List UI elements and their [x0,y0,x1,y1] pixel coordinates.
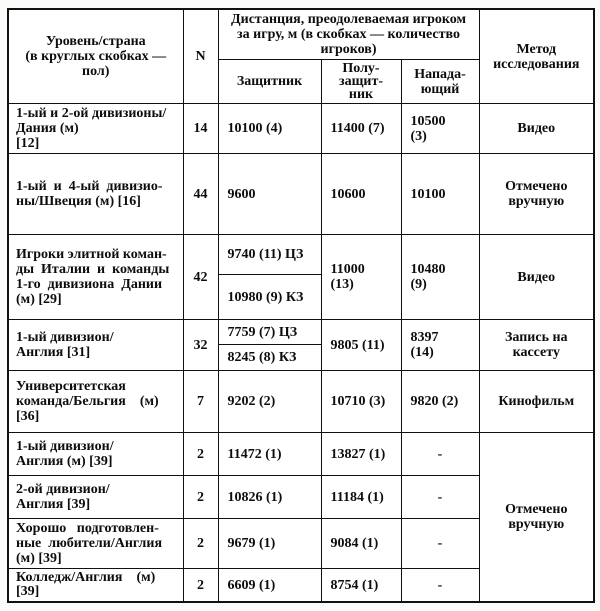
midfielder-cell: 10710 (3) [320,370,402,433]
n-cell: 14 [182,103,219,154]
method-cell: Отмечено вручную [478,432,595,603]
level-cell: 1-ый и 2-ой дивизионы/ Дания (м) [12] [7,103,184,154]
forward-cell: - [400,568,480,603]
n-cell: 7 [182,370,219,433]
midfielder-cell: 11400 (7) [320,103,402,154]
midfielder-cell: 9805 (11) [320,319,402,371]
level-cell: 2-ой дивизион/ Англия [39] [7,475,184,519]
level-cell: Хорошо подготовлен- ные любители/Англия … [7,518,184,569]
defender-cell: 10100 (4) [217,103,322,154]
defender-cz-cell: 7759 (7) ЦЗ [217,319,322,345]
forward-cell: 10500 (3) [400,103,480,154]
forward-cell: 10100 [400,153,480,235]
method-cell: Кинофильм [478,370,595,433]
header-forward-cell: Напада- ющий [400,59,480,104]
table-row: 1-ый и 2-ой дивизионы/ Дания (м) [12] 14… [7,103,595,154]
table-row: 1-ый и 4-ый дивизио- ны/Швеция (м) [16] … [7,153,595,235]
header-n-cell: N [182,8,219,104]
table-row: 1-ый дивизион/ Англия (м) [39] 2 11472 (… [7,432,595,603]
n-cell: 42 [182,234,219,320]
table-row: Игроки элитной коман- ды Италии и команд… [7,234,595,320]
midfielder-cell: 11000 (13) [320,234,402,320]
table-row: Хорошо подготовлен- ные любители/Англия … [7,518,594,569]
level-cell: Университетская команда/Бельгия (м) [36] [7,370,184,433]
level-cell: 1-ый дивизион/ Англия [31] [7,319,184,371]
n-cell: 2 [182,432,219,476]
table-row: 2-ой дивизион/ Англия [39] 2 10826 (1) 1… [7,475,594,519]
header-midfielder-cell: Полу- защит- ник [320,59,402,104]
n-cell: 44 [182,153,219,235]
defender-kz-cell: 8245 (8) КЗ [217,344,322,371]
method-cell: Видео [478,234,595,320]
table-row: 10980 (9) КЗ [8,274,594,320]
table-row: 8245 (8) КЗ [8,344,594,371]
n-cell: 2 [182,568,219,603]
forward-cell: 8397 (14) [400,319,480,371]
table-row: 1-ый дивизион/ Англия [31] 32 7759 (7) Ц… [7,319,595,371]
header-row-top: Уровень/страна (в круглых скобках — пол)… [7,8,595,104]
midfielder-cell: 9084 (1) [320,518,402,569]
defender-cell: 9202 (2) [217,370,322,433]
defender-cell: 10826 (1) [217,475,322,519]
defender-cz-cell: 9740 (11) ЦЗ [217,234,322,275]
midfielder-cell: 10600 [320,153,402,235]
header-level-cell: Уровень/страна (в круглых скобках — пол) [7,8,184,104]
forward-cell: - [400,432,480,476]
forward-cell: 9820 (2) [400,370,480,433]
forward-cell: - [400,518,480,569]
defender-cell: 6609 (1) [217,568,322,603]
level-cell: 1-ый и 4-ый дивизио- ны/Швеция (м) [16] [7,153,184,235]
method-cell: Отмечено вручную [478,153,595,235]
n-cell: 32 [182,319,219,371]
table-row: Университетская команда/Бельгия (м) [36]… [7,370,595,433]
n-cell: 2 [182,475,219,519]
midfielder-cell: 8754 (1) [320,568,402,603]
defender-cell: 9679 (1) [217,518,322,569]
header-method-cell: Метод исследования [478,8,595,104]
method-cell: Видео [478,103,595,154]
study-table: Уровень/страна (в круглых скобках — пол)… [7,8,596,603]
defender-cell: 11472 (1) [217,432,322,476]
forward-cell: - [400,475,480,519]
level-cell: Игроки элитной коман- ды Италии и команд… [7,234,184,320]
level-cell: Колледж/Англия (м) [39] [7,568,184,603]
header-defender-cell: Защитник [217,59,322,104]
method-cell: Запись на кассету [478,319,595,371]
level-cell: 1-ый дивизион/ Англия (м) [39] [7,432,184,476]
midfielder-cell: 13827 (1) [320,432,402,476]
header-distance-cell: Дистанция, преодолеваемая игроком за игр… [217,8,480,60]
forward-cell: 10480 (9) [400,234,480,320]
defender-kz-cell: 10980 (9) КЗ [217,274,322,320]
header-row-sub: Защитник Полу- защит- ник Напада- ющий [8,59,594,104]
n-cell: 2 [182,518,219,569]
midfielder-cell: 11184 (1) [320,475,402,519]
defender-cell: 9600 [217,153,322,235]
